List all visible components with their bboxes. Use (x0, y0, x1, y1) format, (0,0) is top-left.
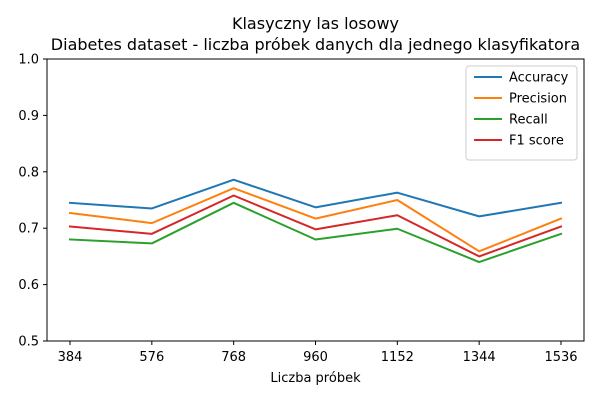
x-tick-label: 576 (139, 350, 164, 365)
legend-label-f1-score: F1 score (509, 134, 564, 149)
y-tick-label: 0.9 (18, 109, 39, 124)
chart-subtitle: Diabetes dataset - liczba próbek danych … (51, 35, 580, 54)
x-tick-label: 384 (58, 350, 83, 365)
chart-title: Klasyczny las losowy (232, 14, 399, 33)
y-tick-label: 0.7 (18, 222, 39, 237)
y-tick-label: 0.5 (18, 335, 39, 350)
y-tick-label: 0.6 (18, 278, 39, 293)
legend-label-recall: Recall (509, 113, 548, 128)
x-tick-label: 960 (303, 350, 328, 365)
y-tick-label: 0.8 (18, 165, 39, 180)
x-axis-label: Liczba próbek (270, 371, 361, 386)
legend-label-accuracy: Accuracy (509, 71, 569, 86)
x-tick-label: 1536 (544, 350, 577, 365)
legend-label-precision: Precision (509, 92, 567, 107)
legend: Accuracy Precision Recall F1 score (466, 66, 577, 160)
x-tick-label: 1344 (463, 350, 496, 365)
x-tick-label: 1152 (381, 350, 414, 365)
y-tick-label: 1.0 (18, 53, 39, 68)
x-tick-label: 768 (221, 350, 246, 365)
